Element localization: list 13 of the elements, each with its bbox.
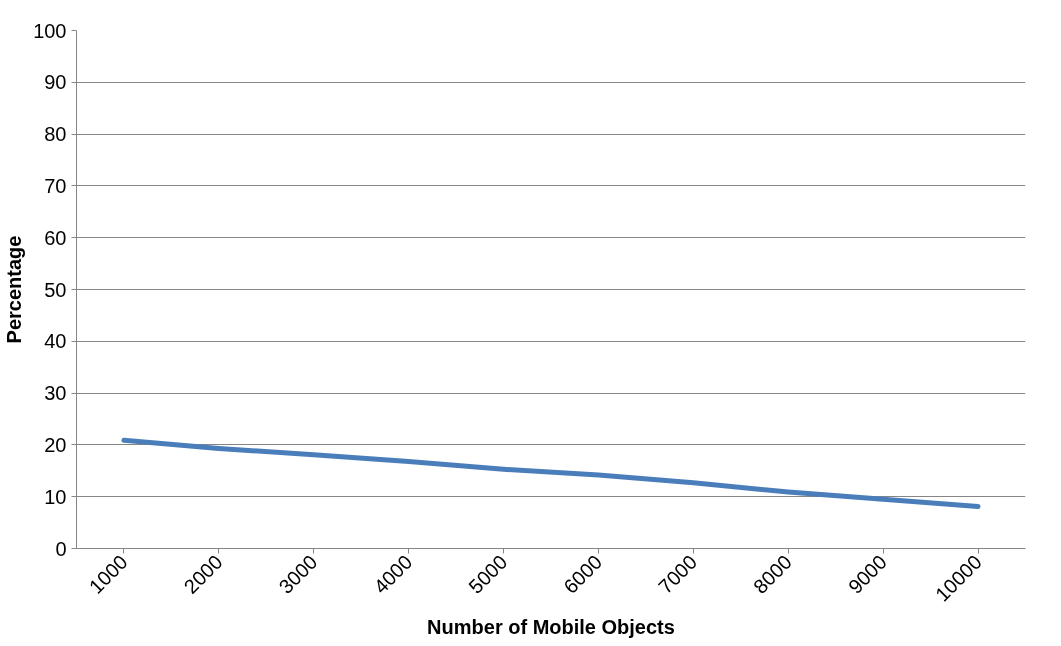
y-tick-label: 60 (44, 226, 67, 249)
y-tick-label: 80 (44, 123, 67, 146)
y-tick-label: 30 (44, 382, 67, 405)
y-axis-title: Percentage (3, 235, 26, 344)
y-tick-label: 40 (44, 330, 67, 353)
y-tick-label: 90 (44, 71, 67, 94)
y-tick-label: 70 (44, 174, 67, 197)
y-tick-label: 20 (44, 433, 67, 456)
y-tick-label: 100 (33, 19, 67, 42)
y-tick-label: 0 (55, 537, 67, 560)
y-tick-label: 50 (44, 278, 67, 301)
x-axis-title: Number of Mobile Objects (427, 615, 675, 638)
y-tick-label: 10 (44, 485, 67, 508)
